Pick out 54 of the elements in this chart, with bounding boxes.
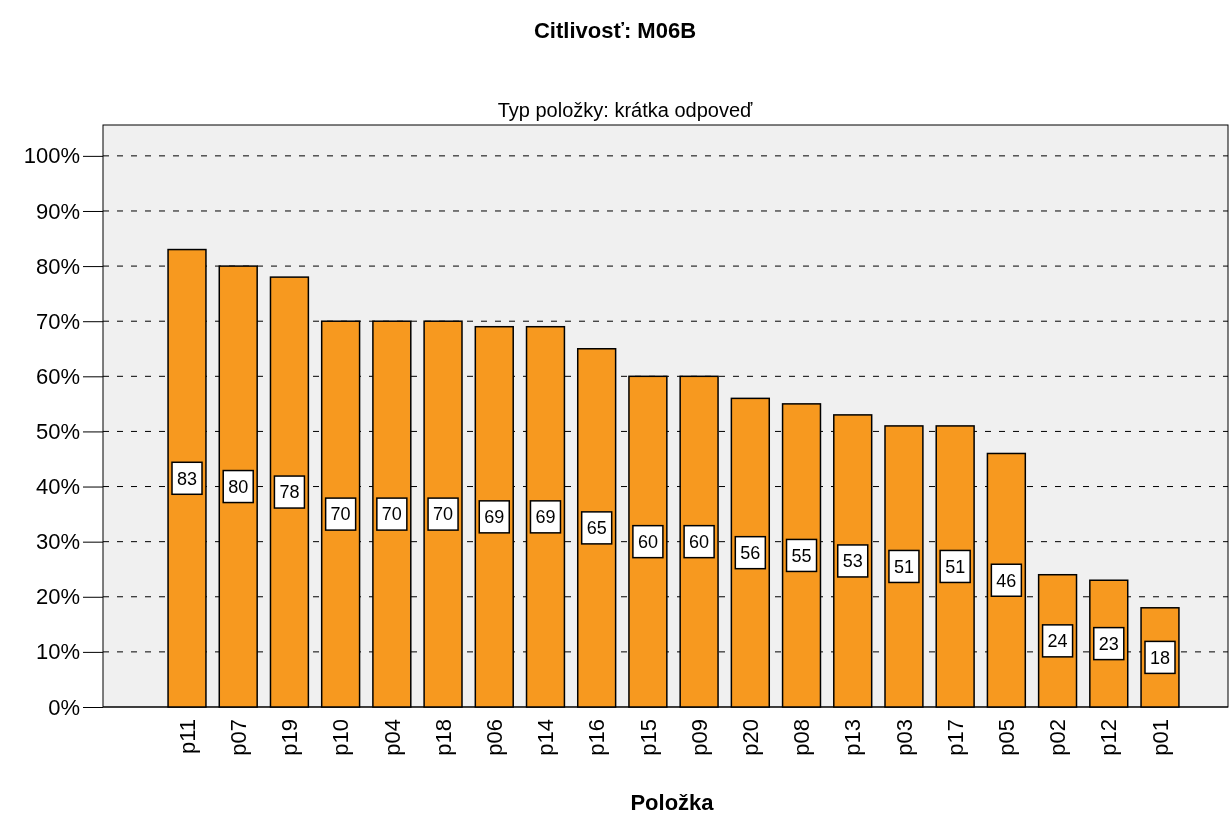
y-tick-label: 50% [35,418,80,444]
x-tick-label: p04 [379,719,405,756]
chart-title: Citlivosť: M06B [533,18,697,43]
data-label: 24 [1047,631,1068,652]
x-tick-label: p14 [533,719,559,756]
data-label: 53 [842,551,863,572]
y-tick-label: 80% [35,253,80,279]
data-label: 60 [637,531,658,552]
data-label: 80 [228,476,249,497]
y-tick-label: 40% [35,474,80,500]
x-tick-label: p01 [1147,719,1173,756]
data-label: 78 [279,482,300,503]
data-label: 83 [176,468,198,489]
data-label: 70 [330,504,351,525]
data-label: 18 [1149,647,1171,668]
x-tick-label: p09 [686,719,712,756]
y-tick-label: 100% [23,143,80,169]
x-tick-label: p05 [994,719,1020,756]
data-label: 60 [689,531,710,552]
x-tick-label: p06 [481,719,507,756]
x-axis-title: Položka [630,790,715,815]
data-label: 70 [381,504,402,525]
y-tick-label: 10% [35,639,80,665]
x-tick-label: p10 [328,719,354,756]
x-tick-label: p11 [174,719,200,755]
x-tick-label: p02 [1045,719,1071,756]
x-tick-label: p15 [635,719,661,756]
chart-subtitle: Typ položky: krátka odpoveď [497,99,754,121]
data-label: 55 [791,545,812,566]
y-tick-label: 60% [35,363,80,389]
x-tick-label: p17 [942,719,968,756]
data-label: 51 [945,556,966,577]
data-label: 69 [535,507,556,528]
y-tick-label: 90% [35,198,80,224]
x-tick-label: p16 [584,719,610,756]
x-tick-label: p20 [738,719,764,756]
x-tick-label: p18 [430,719,456,756]
data-label: 23 [1098,633,1119,654]
y-tick-label: 30% [35,529,80,555]
x-tick-label: p19 [277,719,303,756]
x-tick-label: p07 [225,719,251,756]
x-tick-label: p13 [840,719,866,756]
data-label: 70 [433,504,454,525]
data-label: 56 [740,542,761,563]
x-tick-label: p03 [891,719,917,756]
y-tick-label: 20% [35,584,80,610]
data-label: 65 [586,518,607,539]
x-tick-label: p08 [789,719,815,756]
data-label: 51 [893,556,914,577]
x-tick-label: p12 [1096,719,1122,756]
data-label: 46 [996,570,1017,591]
y-tick-label: 0% [48,694,80,720]
data-label: 69 [484,507,505,528]
y-tick-label: 70% [35,308,80,334]
